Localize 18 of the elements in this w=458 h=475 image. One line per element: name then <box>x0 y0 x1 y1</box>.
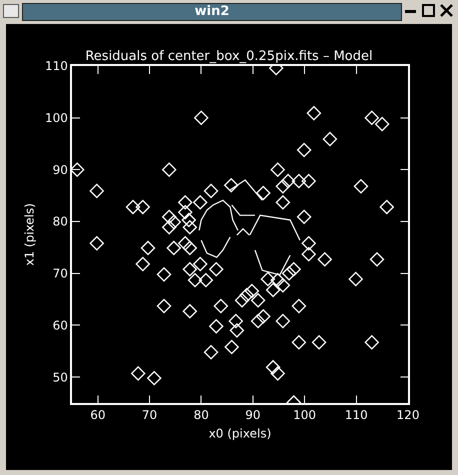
y-tick-label: 80 <box>52 214 68 229</box>
x-tick-label: 60 <box>90 408 106 422</box>
x-axis-title: x0 (pixels) <box>208 426 272 441</box>
x-tick-label: 80 <box>194 408 209 422</box>
x-tick-label: 70 <box>142 408 158 422</box>
x-tick-label: 100 <box>293 408 316 422</box>
x-tick-label: 120 <box>396 408 420 422</box>
y-tick-label: 90 <box>52 162 68 177</box>
y-tick-label: 100 <box>44 111 68 126</box>
text: win2 <box>22 3 402 21</box>
chart-title: Residuals of center_box_0.25pix.fits – Model <box>85 48 373 64</box>
y-tick-label: 110 <box>44 59 68 74</box>
x-tick-label: 110 <box>344 408 368 422</box>
x-tick-label: 90 <box>245 408 261 422</box>
y-axis-title: x1 (pixels) <box>22 203 37 266</box>
y-tick-label: 50 <box>52 370 68 384</box>
y-tick-label: 60 <box>52 318 68 332</box>
y-tick-label: 70 <box>52 266 68 281</box>
